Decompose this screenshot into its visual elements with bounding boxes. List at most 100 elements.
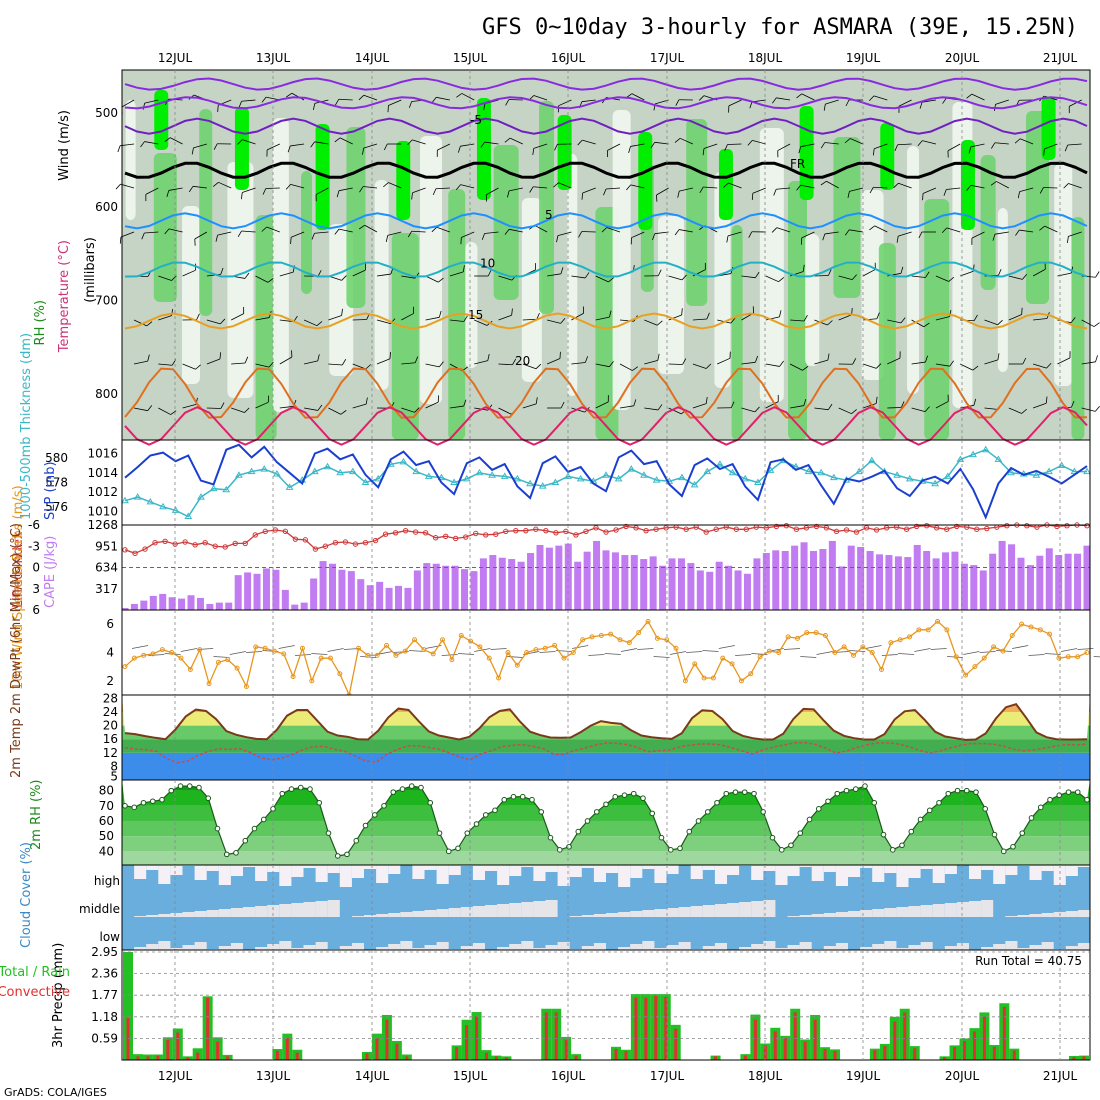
- cloud-high-bar: [1041, 865, 1054, 871]
- wind-barb-shaft: [1081, 407, 1096, 412]
- wind-barb: [255, 275, 274, 283]
- wind-barb-flag: [140, 141, 145, 148]
- precip-convective-bar: [226, 1056, 230, 1060]
- cape-bar: [687, 563, 695, 610]
- wind-barb: [532, 143, 548, 156]
- cape-bar: [942, 552, 950, 610]
- isotherm-line: [124, 367, 1088, 419]
- wind-barb-shaft: [571, 362, 586, 365]
- wind-barb: [206, 352, 222, 365]
- bottom-date-label: 15JUL: [453, 1069, 488, 1083]
- wind-barb-flag: [437, 395, 439, 403]
- cape-bar: [913, 544, 921, 610]
- wind-speed-point: [879, 667, 885, 672]
- wind-barb-flag: [407, 139, 413, 146]
- cloud-low-bar: [146, 944, 159, 950]
- cloud-middle-bar: [606, 913, 619, 917]
- wind-barb: [1066, 231, 1082, 244]
- wind-barb-flag: [1064, 144, 1069, 152]
- wind-barb-shaft: [800, 184, 815, 189]
- precip-tick-label: 1.18: [91, 1010, 118, 1024]
- wind-barb: [432, 187, 450, 196]
- wind-barb: [1032, 262, 1046, 277]
- cape-bar: [1008, 544, 1016, 610]
- wind-barb-flag: [358, 224, 365, 230]
- wind-barb-flag: [164, 137, 171, 142]
- cloud-middle-bar: [412, 911, 425, 917]
- cloud-high-bar: [448, 865, 461, 875]
- wind-barb-flag: [726, 235, 729, 243]
- precip-convective-bar: [963, 1040, 966, 1060]
- rh-point: [214, 825, 221, 832]
- lifted-index-point: [382, 531, 389, 537]
- wind-barb-flag: [947, 394, 949, 402]
- wind-barb-shaft: [231, 407, 245, 413]
- rh-point: [362, 822, 369, 829]
- lifted-index-point: [843, 527, 850, 533]
- wind-barb: [838, 274, 857, 281]
- wind-barb: [741, 406, 760, 413]
- cape-bar: [979, 570, 987, 610]
- rh-saturated-streak: [880, 123, 895, 190]
- precip-convective-bar: [196, 1052, 200, 1060]
- bottom-date-label: 18JUL: [748, 1069, 783, 1083]
- lifted-index-point: [773, 523, 780, 530]
- pressure-tick-label: 600: [95, 200, 118, 214]
- rh-saturated-streak: [476, 98, 491, 200]
- wind-barb: [862, 396, 878, 409]
- lifted-index-point: [202, 540, 208, 546]
- wind-barb: [595, 361, 614, 368]
- wind-barb-flag: [335, 99, 340, 106]
- cape-bar: [432, 563, 440, 610]
- cape-bar: [244, 572, 252, 610]
- cape-bar: [196, 597, 204, 610]
- wind-speed-point: [888, 640, 894, 646]
- wind-speed-point: [458, 633, 464, 638]
- wind-barb: [1014, 138, 1034, 145]
- wind-barb: [595, 275, 614, 283]
- cloud-middle-bar: [230, 908, 243, 917]
- wind-barb: [328, 407, 347, 415]
- wind-barb-flag: [455, 184, 461, 190]
- cloud-low-bar: [787, 945, 800, 950]
- wind-barb-10m: [1093, 656, 1100, 658]
- wind-barb: [474, 269, 492, 277]
- wind-barb-shaft: [425, 275, 439, 283]
- wind-barb-shaft: [679, 187, 693, 192]
- wind-barb-flag: [971, 238, 973, 245]
- rh-moist-streak: [493, 145, 519, 300]
- precip-convective-bar: [1072, 1057, 1076, 1060]
- top-date-label: 18JUL: [748, 51, 783, 65]
- cloud-low-bar: [230, 943, 243, 950]
- rh-point: [1037, 804, 1044, 811]
- cloud-middle-bar: [485, 905, 498, 917]
- wind-barb: [352, 397, 368, 409]
- bottom-date-label: 20JUL: [945, 1069, 980, 1083]
- precip-convective-bar: [953, 1047, 957, 1060]
- rh-dry-streak: [465, 242, 478, 368]
- rh-point: [1019, 830, 1026, 836]
- wind-barb-flag: [315, 194, 317, 202]
- rh-point: [1010, 843, 1016, 850]
- cloud-middle-bar: [848, 911, 861, 917]
- isotherm-line: [124, 77, 1088, 91]
- cloud-high-bar: [993, 865, 1006, 884]
- rh-point: [751, 790, 757, 797]
- wind-barb-flag: [408, 101, 413, 108]
- wind-barb-shaft: [1019, 187, 1034, 193]
- lifted-index-point: [282, 528, 289, 535]
- wind-speed-point: [440, 637, 446, 643]
- wind-barb: [1081, 406, 1100, 412]
- wind-barb-flag: [487, 353, 490, 361]
- lifted-index-point: [974, 526, 980, 532]
- wind-barb-flag: [243, 306, 245, 314]
- pressure-ylabel: (millibars): [83, 237, 98, 303]
- cape-bar: [479, 558, 487, 610]
- precip-legend-total: Total / Rain: [0, 965, 70, 980]
- precip-tick-label: 0.59: [91, 1031, 118, 1045]
- wind-barb-flag: [872, 148, 875, 156]
- rh-point: [547, 834, 554, 841]
- wind-barb: [692, 396, 708, 409]
- wind-barb-shaft: [425, 316, 440, 321]
